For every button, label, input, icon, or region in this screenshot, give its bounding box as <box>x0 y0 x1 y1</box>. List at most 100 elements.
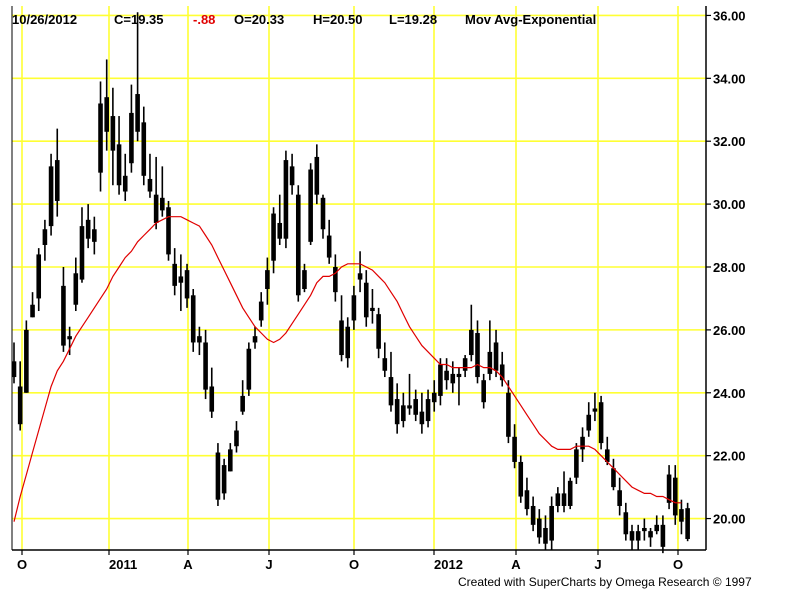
ohlc-bar-body <box>549 505 554 541</box>
ohlc-bar-body <box>543 527 548 544</box>
ohlc-bar-body <box>561 493 567 506</box>
ohlc-bar <box>129 84 134 173</box>
y-tick-label: 20.00 <box>713 512 746 527</box>
ohlc-bar-body <box>17 386 23 425</box>
ohlc-bar <box>79 207 85 283</box>
ohlc-bar-body <box>184 270 190 299</box>
ohlc-bar-body <box>271 213 276 261</box>
ohlc-bar-body <box>617 490 622 506</box>
ohlc-bar <box>228 443 233 472</box>
ohlc-bar <box>561 471 567 513</box>
ohlc-bar-body <box>660 524 666 547</box>
ohlc-bar-body <box>48 166 54 227</box>
ohlc-bar-body <box>512 436 517 462</box>
ohlc-bar <box>17 361 23 431</box>
ohlc-bar-body <box>345 326 351 359</box>
ohlc-bar-body <box>221 465 227 494</box>
ohlc-bar <box>283 150 289 249</box>
ohlc-bar-body <box>666 474 672 503</box>
ohlc-bar <box>629 524 635 550</box>
ohlc-bar <box>413 389 418 422</box>
x-tick-label: O <box>673 557 683 572</box>
ohlc-bar-body <box>456 373 462 378</box>
ohlc-bar-body <box>98 103 103 173</box>
ohlc-bar-body <box>419 411 425 425</box>
ohlc-bar <box>592 392 598 422</box>
ohlc-bar <box>345 317 351 368</box>
ohlc-bar <box>277 194 283 245</box>
ohlc-bar <box>302 263 307 293</box>
ohlc-bar-body <box>444 370 449 381</box>
ohlc-bar <box>518 455 524 503</box>
ohlc-bar <box>555 487 561 513</box>
header-open: O=20.33 <box>234 12 284 27</box>
ohlc-bar-body <box>11 361 17 378</box>
ohlc-bar-body <box>611 468 616 488</box>
ohlc-bar <box>642 518 647 541</box>
ohlc-bar <box>209 367 215 418</box>
ohlc-bar <box>271 207 276 274</box>
ohlc-bar-body <box>36 254 42 299</box>
header-high: H=20.50 <box>313 12 363 27</box>
ohlc-bar <box>623 502 629 541</box>
x-tick-label: O <box>17 557 27 572</box>
ohlc-bar-body <box>54 160 60 201</box>
ohlc-bar-body <box>537 518 542 538</box>
ohlc-bar-body <box>438 364 443 396</box>
y-tick-label: 32.00 <box>713 134 746 149</box>
ohlc-bar-body <box>592 408 598 412</box>
ohlc-bar-body <box>265 270 270 290</box>
ohlc-bar <box>370 289 375 324</box>
ohlc-bar <box>524 477 530 516</box>
ohlc-bar <box>574 443 579 484</box>
ohlc-bar <box>333 254 338 302</box>
grid <box>12 6 706 550</box>
ohlc-bar <box>394 383 400 434</box>
ohlc-bar-body <box>135 94 140 132</box>
ohlc-bar <box>586 402 592 437</box>
x-tick-label: A <box>183 557 193 572</box>
ohlc-bar-body <box>153 194 159 223</box>
ohlc-bar-body <box>598 402 604 444</box>
ohlc-bar-body <box>333 266 338 293</box>
ohlc-bar-body <box>450 373 456 384</box>
y-tick-label: 34.00 <box>713 71 746 86</box>
ohlc-bar <box>308 163 313 245</box>
ohlc-bar-body <box>24 329 29 393</box>
ohlc-bar-body <box>623 512 629 535</box>
ohlc-bar-body <box>401 405 406 422</box>
x-tick-label: J <box>265 557 272 572</box>
ohlc-bar <box>67 326 72 356</box>
x-axis: O 2011 A J O 2012 A J O <box>17 550 683 572</box>
ohlc-bar-body <box>295 194 301 296</box>
ohlc-bar-body <box>413 399 418 415</box>
ohlc-bar <box>438 358 443 406</box>
ohlc-bar-body <box>308 169 313 242</box>
ohlc-bar-body <box>277 222 283 239</box>
ohlc-bar <box>407 373 412 415</box>
ohlc-bar-body <box>203 342 208 390</box>
ohlc-bar <box>376 307 381 359</box>
ohlc-bar <box>444 358 449 390</box>
ohlc-bar-body <box>172 263 177 286</box>
y-tick-label: 22.00 <box>713 449 746 464</box>
y-tick-label: 24.00 <box>713 386 746 401</box>
ohlc-bar-body <box>79 226 85 280</box>
ohlc-bar-body <box>73 273 79 305</box>
y-tick-label: 36.00 <box>713 8 746 23</box>
credit-text: Created with SuperCharts by Omega Resear… <box>458 575 752 589</box>
x-tick-label: A <box>511 557 521 572</box>
ohlc-bar-body <box>147 178 153 192</box>
ohlc-bar <box>679 499 684 535</box>
ohlc-bar-body <box>382 358 388 371</box>
ohlc-bar-body <box>357 273 363 280</box>
ohlc-bar-body <box>197 336 202 343</box>
ohlc-bar <box>246 342 252 396</box>
ohlc-bar-body <box>289 166 295 186</box>
y-tick-label: 30.00 <box>713 197 746 212</box>
ohlc-bar-body <box>209 386 215 412</box>
y-tick-label: 26.00 <box>713 323 746 338</box>
x-tick-label: J <box>594 557 601 572</box>
ohlc-bar-body <box>104 97 109 132</box>
